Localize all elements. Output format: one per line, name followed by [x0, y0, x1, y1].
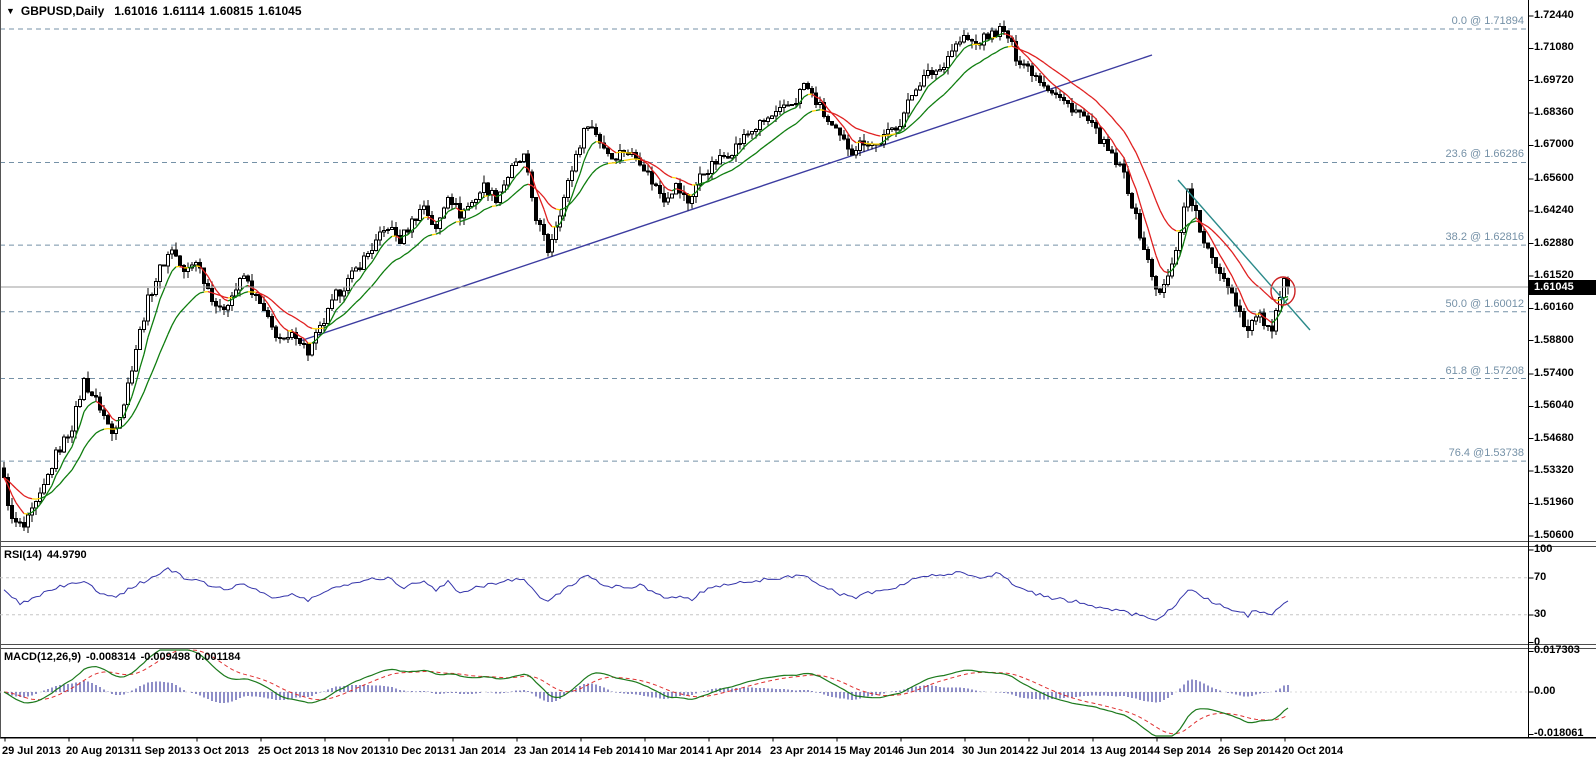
macd-axis-label: -0.018061 — [1534, 727, 1584, 739]
fib-level-label: 50.0 @ 1.60012 — [1445, 298, 1524, 310]
date-label: 6 Jun 2014 — [898, 745, 955, 757]
date-label: 11 Sep 2013 — [130, 745, 193, 757]
date-label: 1 Jan 2014 — [450, 745, 506, 757]
current-price-tag: 1.61045 — [1529, 280, 1596, 295]
date-label: 15 May 2014 — [834, 745, 899, 757]
date-label: 26 Sep 2014 — [1218, 745, 1281, 757]
date-label: 13 Aug 2014 — [1090, 745, 1154, 757]
macd-osma-value: 0.001184 — [195, 651, 241, 663]
macd-indicator-label: MACD(12,26,9) -0.008314 -0.009498 0.001184 — [4, 651, 245, 663]
macd-axis-label: 0.00 — [1534, 685, 1556, 697]
quote-low: 1.60815 — [209, 4, 254, 18]
price-axis-label: 1.65600 — [1534, 172, 1574, 184]
date-label: 4 Sep 2014 — [1154, 745, 1211, 757]
fib-level-label: 23.6 @ 1.66286 — [1445, 148, 1524, 160]
date-label: 14 Feb 2014 — [578, 745, 641, 757]
price-axis-label: 1.58800 — [1534, 334, 1574, 346]
rsi-axis-label: 70 — [1534, 571, 1547, 583]
quote-high: 1.61114 — [162, 4, 205, 18]
price-axis-label: 1.62880 — [1534, 237, 1574, 249]
date-label: 23 Jan 2014 — [514, 745, 576, 757]
macd-signal-value: -0.009498 — [140, 651, 191, 663]
macd-axis-label: 0.017303 — [1534, 644, 1580, 656]
date-label: 29 Jul 2013 — [2, 745, 61, 757]
rsi-value: 44.9790 — [46, 549, 87, 561]
fib-level-label: 38.2 @ 1.62816 — [1445, 231, 1524, 243]
price-axis-label: 1.60160 — [1534, 301, 1574, 313]
price-axis-label: 1.71080 — [1534, 41, 1574, 53]
price-axis-label: 1.57400 — [1534, 367, 1574, 379]
date-label: 22 Jul 2014 — [1026, 745, 1085, 757]
date-label: 23 Apr 2014 — [770, 745, 832, 757]
price-axis-label: 1.68360 — [1534, 106, 1574, 118]
date-label: 18 Nov 2013 — [322, 745, 386, 757]
date-label: 10 Mar 2014 — [642, 745, 705, 757]
price-axis-label: 1.69720 — [1534, 74, 1574, 86]
price-axis-label: 1.56040 — [1534, 399, 1574, 411]
time-axis[interactable]: 29 Jul 2013 20 Aug 2013 11 Sep 2013 3 Oct 2… — [0, 738, 1596, 762]
price-axis-label: 1.61520 — [1534, 269, 1574, 281]
price-axis-label: 1.53320 — [1534, 464, 1574, 476]
date-label: 25 Oct 2013 — [258, 745, 320, 757]
fib-level-label: 61.8 @ 1.57208 — [1445, 365, 1524, 377]
fib-level-label: 0.0 @ 1.71894 — [1451, 15, 1524, 27]
date-label: 3 Oct 2013 — [194, 745, 250, 757]
quote-open: 1.61016 — [114, 4, 158, 18]
date-label: 30 Jun 2014 — [962, 745, 1025, 757]
date-label: 20 Oct 2014 — [1282, 745, 1344, 757]
rsi-axis-label: 30 — [1534, 608, 1547, 620]
price-axis-label: 1.72440 — [1534, 9, 1574, 21]
date-label: 20 Aug 2013 — [66, 745, 130, 757]
rsi-name: RSI(14) — [4, 549, 42, 561]
date-label: 10 Dec 2013 — [386, 745, 449, 757]
quote-close: 1.61045 — [258, 4, 302, 18]
price-axis-label: 1.54680 — [1534, 432, 1574, 444]
symbol-period-label: GBPUSD,Daily — [20, 4, 105, 18]
symbol-dropdown-icon[interactable]: ▼ — [6, 6, 15, 16]
fib-level-label: 76.4 @1.53738 — [1448, 447, 1524, 459]
rsi-axis-label: 100 — [1534, 543, 1553, 555]
date-label: 1 Apr 2014 — [706, 745, 762, 757]
price-axis-label: 1.50600 — [1534, 529, 1574, 541]
price-axis-label: 1.64240 — [1534, 204, 1574, 216]
chart-title: ▼ GBPUSD,Daily 1.61016 1.61114 1.60815 1.6104… — [6, 4, 307, 18]
macd-main-value: -0.008314 — [86, 651, 136, 663]
price-axis-label: 1.51960 — [1534, 496, 1574, 508]
rsi-indicator-label: RSI(14) 44.9790 — [4, 549, 92, 561]
macd-name: MACD(12,26,9) — [4, 651, 82, 663]
price-axis[interactable]: 1.72440 1.71080 1.69720 1.68360 1.67000 1.656… — [1529, 0, 1596, 739]
rsi-axis-label: 0 — [1534, 636, 1541, 648]
price-axis-label: 1.67000 — [1534, 138, 1574, 150]
